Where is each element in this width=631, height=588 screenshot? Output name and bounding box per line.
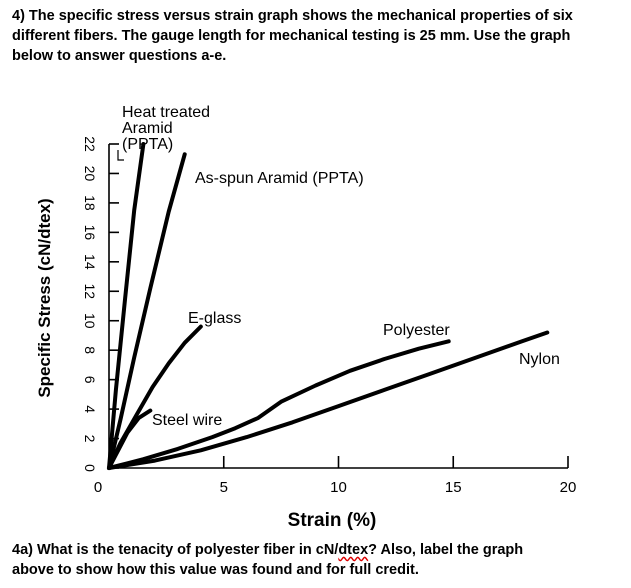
y-tick-label: 20	[82, 166, 98, 182]
y-tick-label: 18	[82, 195, 98, 211]
y-tick-label: 6	[82, 376, 98, 384]
y-axis-label: Specific Stress (cN/dtex)	[35, 198, 54, 397]
question-line: different fibers. The gauge length for m…	[12, 28, 571, 44]
y-tick-label: 2	[82, 435, 98, 443]
x-tick-label: 10	[330, 479, 347, 496]
y-tick-label: 22	[82, 136, 98, 152]
y-tick-label: 12	[82, 283, 98, 299]
series-lines	[107, 142, 550, 470]
y-axis-label-group: Specific Stress (cN/dtex)	[35, 198, 54, 397]
subquestion-post: ? Also, label the graph	[368, 542, 524, 558]
series-line	[107, 152, 187, 470]
subquestion-text: 4a) What is the tenacity of polyester fi…	[12, 540, 622, 580]
series-line	[107, 142, 146, 470]
x-tick-label: 15	[445, 479, 462, 496]
label-leader-line	[117, 150, 124, 161]
subquestion-line-1: 4a) What is the tenacity of polyester fi…	[12, 540, 622, 560]
series-label: E-glass	[188, 310, 241, 327]
spellcheck-word: dtex	[338, 542, 369, 558]
y-tick-label: 8	[82, 346, 98, 354]
series-label: (PPTA)	[122, 136, 173, 153]
series-label: Heat treated	[122, 104, 210, 121]
y-tick-label: 0	[82, 464, 98, 472]
x-tick-label: 0	[94, 479, 102, 496]
y-tick-label: 10	[82, 313, 98, 329]
series-label: Steel wire	[152, 412, 222, 429]
series-label: Nylon	[519, 351, 560, 368]
series-line	[107, 339, 451, 470]
subquestion-pre: 4a) What is the tenacity of polyester fi…	[12, 542, 339, 558]
axes: 0 2 4 6 8 10 12 14 16 18 20 22 0 5 10 15 20	[82, 136, 576, 496]
y-tick-label: 16	[82, 225, 98, 241]
y-tick-label: 4	[82, 405, 98, 413]
question-text: 4) The specific stress versus strain gra…	[12, 6, 622, 66]
series-label: Polyester	[383, 322, 450, 339]
series-line	[107, 330, 550, 470]
x-tick-label: 20	[560, 479, 577, 496]
y-tick-label: 14	[82, 254, 98, 270]
question-line: below to answer questions a-e.	[12, 48, 227, 64]
series-label: Aramid	[122, 120, 173, 137]
question-line: 4) The specific stress versus strain gra…	[12, 8, 573, 24]
subquestion-line-2: above to show how this value was found a…	[12, 562, 419, 578]
series-label: As-spun Aramid (PPTA)	[195, 170, 364, 187]
x-axis-label: Strain (%)	[288, 510, 377, 531]
series-line	[107, 408, 153, 470]
x-tick-label: 5	[220, 479, 228, 496]
